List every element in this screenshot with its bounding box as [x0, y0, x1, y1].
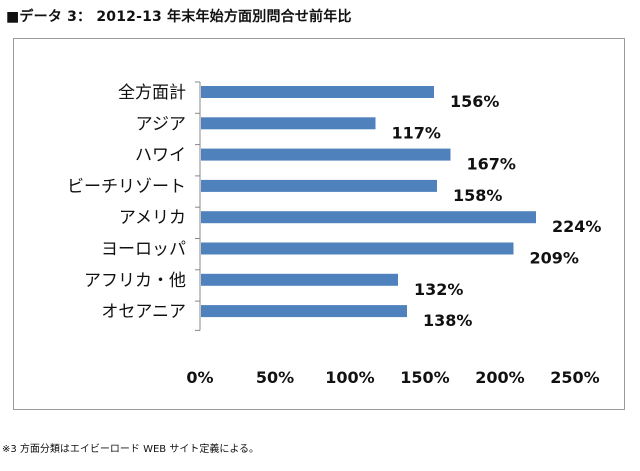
bar: [201, 148, 451, 161]
x-tick-label: 0%: [186, 368, 213, 387]
x-tick-label: 150%: [400, 368, 449, 387]
value-label: 117%: [392, 123, 441, 142]
bar: [201, 179, 437, 192]
x-tick-label: 250%: [550, 368, 599, 387]
category-label: アジア: [136, 114, 186, 134]
category-label: ヨーロッパ: [101, 240, 186, 260]
chart-frame: [13, 38, 625, 410]
value-label: 156%: [450, 92, 499, 111]
label-layer: 全方面計 156% アジア 117% ハワイ 167% ビーチリゾート 158% アメリカ 224…: [67, 83, 601, 387]
bar: [201, 305, 407, 318]
category-label: ハワイ: [135, 146, 186, 166]
value-label: 138%: [423, 311, 472, 330]
category-label: アメリカ: [119, 208, 186, 228]
bar: [201, 242, 514, 255]
chart-title: ■データ 3： 2012-13 年末年始方面別問合せ前年比: [6, 9, 352, 25]
value-label: 209%: [530, 249, 579, 268]
bar: [201, 273, 398, 286]
value-label: 132%: [414, 280, 463, 299]
bar: [201, 117, 376, 130]
category-label: ビーチリゾート: [67, 177, 186, 197]
value-label: 167%: [467, 155, 516, 174]
category-label: 全方面計: [118, 83, 186, 103]
bar: [201, 86, 434, 98]
axis-layer: [195, 81, 201, 331]
x-tick-label: 100%: [325, 368, 374, 387]
x-tick-label: 50%: [256, 368, 294, 387]
category-label: アフリカ・他: [84, 271, 186, 291]
category-label: オセアニア: [101, 302, 186, 322]
footnote: ※3 方面分類はエイビーロード WEB サイト定義による。: [2, 444, 260, 455]
bar: [201, 211, 536, 224]
bar-layer: [201, 86, 536, 318]
x-tick-label: 200%: [475, 368, 524, 387]
value-label: 158%: [453, 186, 502, 205]
value-label: 224%: [552, 217, 601, 236]
